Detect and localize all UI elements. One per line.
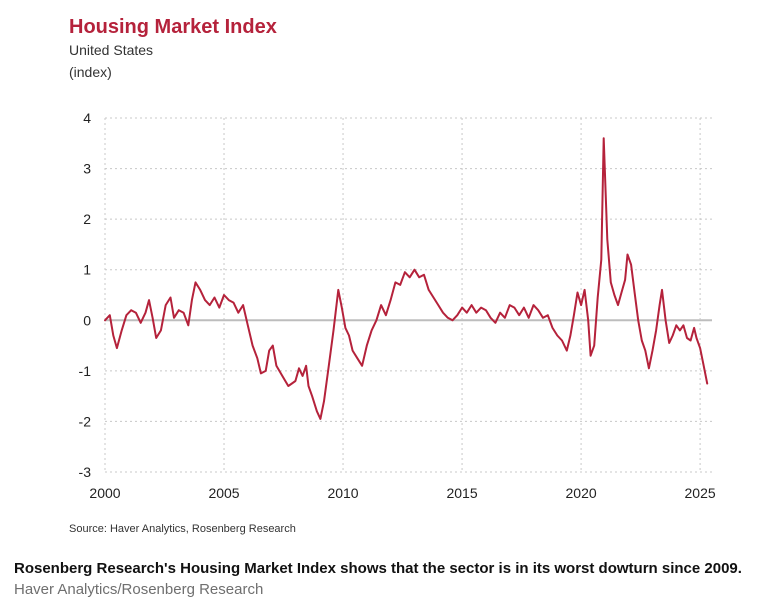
gridlines [104, 117, 712, 473]
y-tick-label: -2 [79, 413, 92, 429]
series-line-0 [104, 137, 709, 420]
x-tick-label: 2005 [208, 485, 239, 501]
caption: Rosenberg Research's Housing Market Inde… [14, 558, 764, 600]
chart-title: Housing Market Index [69, 16, 277, 38]
x-tick-label: 2010 [327, 485, 358, 501]
line-chart: 4 3 2 1 0 -1 -2 -3 2000 2005 2010 2015 2020 2025 [79, 110, 716, 501]
caption-text: Rosenberg Research's Housing Market Inde… [14, 560, 742, 577]
caption-credit: Haver Analytics/Rosenberg Research [14, 581, 264, 598]
y-tick-label: 2 [83, 211, 91, 227]
y-tick-label: 0 [83, 312, 91, 328]
chart-unit-label: (index) [69, 64, 112, 80]
chart-subtitle: United States [69, 42, 154, 58]
x-tick-label: 2000 [89, 485, 120, 501]
series-layer [104, 137, 709, 420]
axis-tick-labels: 4 3 2 1 0 -1 -2 -3 2000 2005 2010 2015 2020 2025 [79, 110, 716, 501]
y-tick-label: 1 [83, 262, 91, 278]
x-tick-label: 2015 [446, 485, 477, 501]
x-tick-label: 2020 [566, 485, 597, 501]
y-tick-label: -3 [79, 464, 92, 480]
source-note: Source: Haver Analytics, Rosenberg Resea… [69, 523, 296, 535]
x-tick-label: 2025 [685, 485, 716, 501]
y-tick-label: 3 [83, 161, 91, 177]
y-tick-label: -1 [79, 363, 92, 379]
y-tick-label: 4 [83, 110, 91, 126]
